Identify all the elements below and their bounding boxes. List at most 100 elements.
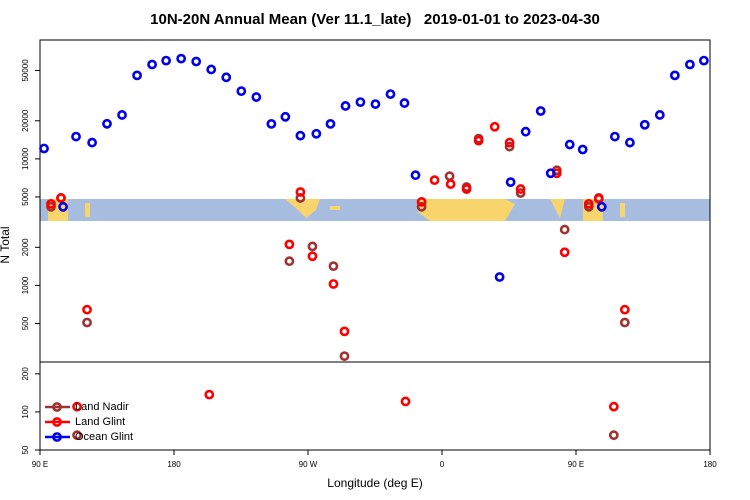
data-point: [399, 98, 410, 108]
data-point: [307, 251, 318, 262]
data-point: [339, 351, 350, 362]
legend-marker: [52, 417, 62, 427]
data-point: [266, 118, 277, 129]
data-point: [669, 70, 680, 81]
data-point: [608, 401, 619, 412]
data-point: [520, 126, 531, 137]
data-point: [535, 106, 546, 116]
data-point: [583, 198, 594, 209]
data-point: [46, 198, 56, 209]
data-point: [624, 137, 635, 148]
data-point: [515, 184, 526, 194]
data-point: [221, 72, 232, 83]
data-point: [429, 175, 440, 186]
data-point: [608, 430, 619, 441]
data-point: [280, 111, 291, 122]
data-point: [58, 201, 68, 212]
data-point: [444, 171, 455, 182]
data-point: [39, 143, 49, 154]
data-point: [328, 279, 339, 289]
data-point: [385, 89, 396, 100]
data-point: [340, 101, 351, 111]
legend-label: Land Glint: [75, 416, 125, 428]
y-tick-label: 50000: [21, 59, 30, 82]
data-point: [102, 118, 112, 129]
y-tick-label: 2000: [21, 238, 30, 256]
y-tick-label: 50: [21, 445, 30, 454]
y-tick-label: 500: [21, 316, 30, 330]
x-tick-label: 90 E: [32, 460, 48, 469]
data-point: [494, 272, 505, 282]
data-point: [445, 179, 456, 189]
data-point: [72, 430, 82, 441]
data-point: [82, 304, 92, 315]
data-point: [236, 86, 247, 97]
data-point: [56, 193, 66, 203]
data-point: [473, 135, 484, 146]
data-point: [654, 110, 665, 120]
data-point: [284, 256, 295, 267]
data-point: [204, 389, 215, 400]
y-tick-label: 10000: [21, 147, 30, 170]
x-tick-label: 180: [703, 460, 717, 469]
data-point: [505, 177, 516, 188]
x-tick-label: 0: [440, 460, 445, 469]
data-point: [307, 241, 318, 252]
legend-label: Land Nadir: [75, 401, 129, 413]
data-point: [685, 59, 695, 70]
data-point: [311, 128, 322, 139]
data-point: [593, 194, 604, 204]
data-point: [639, 119, 650, 130]
x-tick-label: 90 E: [568, 460, 584, 469]
x-axis-label: Longitude (deg E): [327, 476, 422, 490]
data-point: [416, 196, 427, 207]
data-point: [161, 55, 172, 66]
data-point: [596, 201, 607, 212]
data-point: [206, 64, 217, 75]
y-axis-label: N Total: [0, 226, 12, 263]
y-tick-label: 100: [21, 405, 30, 419]
x-tick-label: 180: [167, 460, 181, 469]
legend-marker: [52, 432, 62, 442]
data-point: [698, 55, 709, 66]
data-point: [400, 396, 411, 407]
x-tick-label: 90 W: [299, 460, 318, 469]
data-point: [87, 137, 98, 148]
data-point: [72, 401, 82, 412]
data-point: [545, 168, 556, 179]
data-point: [191, 56, 202, 67]
data-point: [328, 261, 339, 272]
data-point: [515, 188, 526, 198]
data-point: [461, 184, 472, 194]
data-point: [504, 141, 515, 152]
legend-marker: [52, 402, 62, 412]
data-point: [339, 326, 350, 337]
data-point: [132, 70, 142, 81]
data-point: [117, 110, 127, 120]
data-point: [410, 170, 421, 181]
data-point: [284, 239, 295, 250]
data-point: [251, 92, 262, 102]
data-point: [71, 131, 81, 142]
data-point: [489, 121, 500, 132]
data-point: [619, 317, 630, 328]
data-point: [325, 118, 336, 129]
data-point: [295, 187, 306, 197]
data-point: [370, 99, 381, 109]
y-tick-label: 200: [21, 367, 30, 381]
legend-label: Ocean Glint: [75, 431, 133, 443]
y-tick-label: 20000: [21, 109, 30, 132]
data-point: [295, 130, 306, 141]
data-point: [609, 131, 620, 142]
map-strip: [40, 199, 710, 221]
data-point: [176, 53, 187, 64]
data-point: [504, 137, 515, 148]
data-point: [82, 317, 92, 328]
plot-frame: [39, 39, 711, 451]
data-point: [147, 59, 158, 70]
data-point: [355, 97, 366, 107]
data-point: [577, 144, 588, 155]
y-tick-label: 1000: [21, 276, 30, 294]
data-point: [416, 201, 427, 212]
